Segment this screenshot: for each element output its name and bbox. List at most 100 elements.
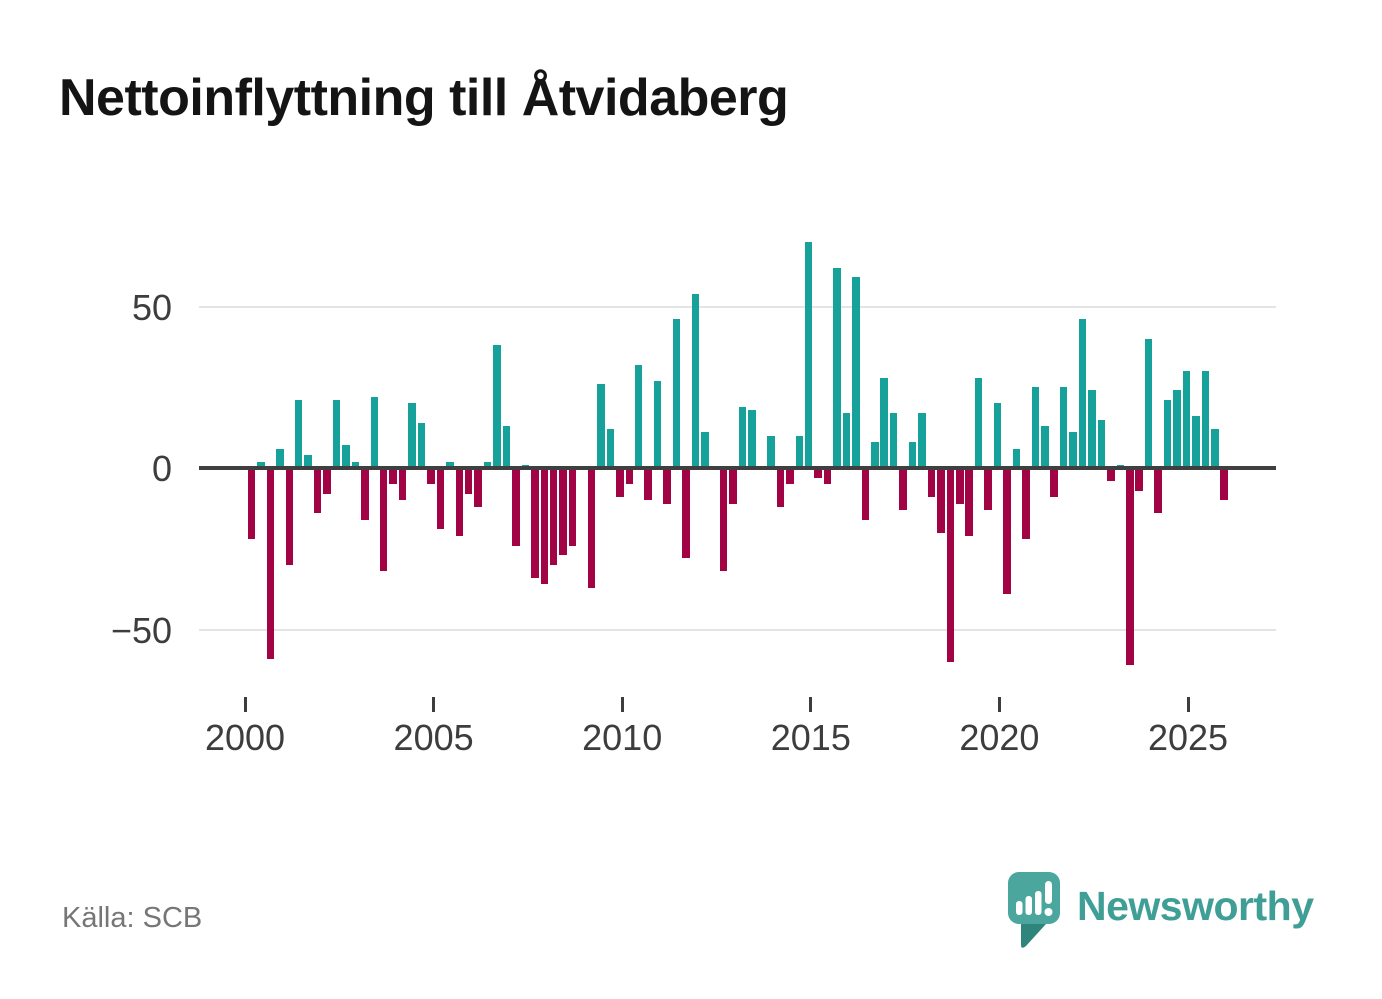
bar-2007Q4 <box>540 468 548 585</box>
bar-2020Q3 <box>1022 468 1030 540</box>
bar-2002Q3 <box>342 445 350 468</box>
x-tick-2010 <box>620 697 624 712</box>
bar-2003Q1 <box>361 468 369 520</box>
source-label: Källa: SCB <box>62 902 203 934</box>
bar-2008Q3 <box>568 468 577 546</box>
bar-2009Q1 <box>587 468 596 588</box>
bar-2022Q1 <box>1078 319 1087 468</box>
bar-2024Q1 <box>1154 468 1162 514</box>
bar-2002Q1 <box>323 468 331 494</box>
bar-2019Q1 <box>965 468 973 536</box>
bar-2015Q2 <box>823 468 832 485</box>
bar-2001Q4 <box>313 468 322 514</box>
x-axis-label-2020: 2020 <box>959 717 1040 758</box>
x-tick-2020 <box>997 697 1001 712</box>
bar-2016Q4 <box>880 377 888 468</box>
bar-2023Q3 <box>1135 468 1143 491</box>
bar-2022Q3 <box>1097 419 1106 468</box>
bar-2024Q3 <box>1173 390 1181 468</box>
bar-2011Q4 <box>691 293 700 468</box>
bar-2021Q4 <box>1069 432 1077 468</box>
bar-2000Q3 <box>266 468 275 659</box>
bar-2020Q4 <box>1031 387 1040 468</box>
bar-2012Q4 <box>729 468 737 504</box>
x-axis-label-2000: 2000 <box>204 717 286 758</box>
bar-2018Q1 <box>927 468 936 498</box>
bar-2003Q4 <box>389 468 397 485</box>
bar-2021Q3 <box>1059 387 1068 468</box>
bar-2009Q2 <box>597 384 605 468</box>
x-tick-2000 <box>243 697 247 712</box>
gridline--50 <box>199 628 1276 631</box>
bar-2007Q1 <box>512 468 520 546</box>
newsworthy-logo-text: Newsworthy <box>1077 883 1314 929</box>
bar-2024Q2 <box>1163 400 1172 468</box>
bar-2019Q3 <box>984 468 992 510</box>
bar-2024Q4 <box>1182 371 1191 468</box>
bar-2017Q3 <box>908 442 917 468</box>
y-axis-label--50: −50 <box>110 609 172 651</box>
bar-2005Q1 <box>436 468 445 530</box>
x-axis-label-2025: 2025 <box>1147 717 1229 758</box>
x-tick-2005 <box>432 697 436 712</box>
x-axis-zero-line <box>199 466 1276 470</box>
bar-2006Q3 <box>493 345 501 468</box>
bar-2015Q1 <box>814 468 822 478</box>
bar-2000Q4 <box>276 448 284 468</box>
bar-2013Q4 <box>767 435 775 468</box>
bar-2017Q1 <box>889 413 898 468</box>
bar-2014Q2 <box>786 468 794 485</box>
bar-2001Q3 <box>304 455 312 468</box>
bar-2006Q1 <box>474 468 482 507</box>
x-tick-2025 <box>1186 697 1190 712</box>
x-axis-label-2015: 2015 <box>770 717 851 758</box>
bar-2018Q2 <box>937 468 945 533</box>
bar-2005Q2 <box>446 461 454 468</box>
bar-2005Q3 <box>455 468 464 536</box>
bar-2018Q4 <box>956 468 964 504</box>
bar-2021Q2 <box>1050 468 1058 498</box>
bar-2023Q4 <box>1144 338 1153 468</box>
bar-2022Q2 <box>1088 390 1096 468</box>
bar-2014Q4 <box>804 241 813 468</box>
bar-2025Q4 <box>1220 468 1228 501</box>
chart-title: Nettoinflyttning till Åtvidaberg <box>59 69 789 127</box>
bar-2000Q1 <box>247 468 256 540</box>
bar-2006Q4 <box>502 426 511 468</box>
bar-2013Q1 <box>738 406 747 468</box>
bar-2004Q1 <box>398 468 407 501</box>
bar-2005Q4 <box>464 468 473 494</box>
y-axis-label-50: 50 <box>131 286 172 328</box>
bar-2010Q2 <box>634 364 643 468</box>
gridline-50 <box>199 305 1276 308</box>
bar-2015Q4 <box>842 413 851 468</box>
bar-2019Q4 <box>993 403 1002 468</box>
bar-2009Q4 <box>616 468 624 498</box>
bar-2003Q3 <box>379 468 388 572</box>
bar-2017Q2 <box>899 468 907 510</box>
bar-2012Q3 <box>719 468 728 572</box>
bar-2000Q2 <box>257 461 265 468</box>
bar-2009Q3 <box>606 429 615 468</box>
x-axis-label-2005: 2005 <box>393 717 474 758</box>
bar-2010Q4 <box>653 380 662 468</box>
bar-2003Q2 <box>370 396 379 468</box>
bar-2014Q1 <box>776 468 785 507</box>
bar-2018Q3 <box>946 468 955 662</box>
bar-2008Q1 <box>549 468 558 565</box>
bar-2013Q2 <box>748 409 756 468</box>
bar-2021Q1 <box>1041 426 1049 468</box>
bar-2002Q4 <box>351 461 360 468</box>
bar-2001Q2 <box>294 400 303 468</box>
bar-2020Q2 <box>1012 448 1021 468</box>
bar-2015Q3 <box>833 267 841 468</box>
x-axis-label-2010: 2010 <box>582 717 663 758</box>
bar-2010Q3 <box>644 468 652 501</box>
newsworthy-logo: Newsworthy <box>1008 872 1314 949</box>
bar-2016Q1 <box>852 277 860 468</box>
bar-2017Q4 <box>918 413 926 468</box>
bar-2002Q2 <box>332 400 341 468</box>
bar-2012Q1 <box>701 432 709 468</box>
bar-2006Q2 <box>483 461 492 468</box>
